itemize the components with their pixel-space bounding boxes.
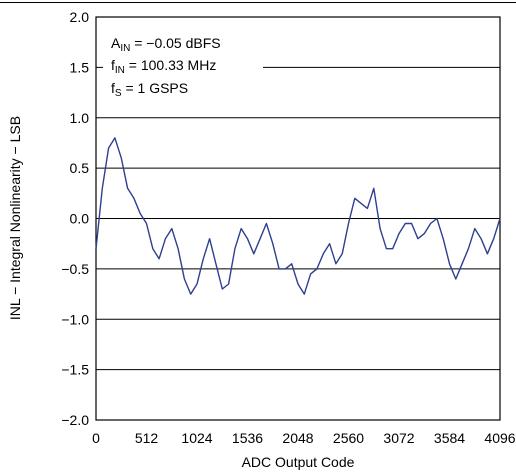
x-tick-label: 1536 — [232, 430, 263, 446]
series-group — [95, 137, 501, 295]
annotation-box — [103, 28, 263, 100]
x-tick-label: 3072 — [383, 430, 414, 446]
x-tick-label: 0 — [92, 430, 100, 446]
annotation-fin: fIN = 100.33 MHz — [111, 57, 216, 76]
x-tick-label: 3584 — [434, 430, 465, 446]
gridlines — [96, 66, 500, 371]
y-tick-label: −2.0 — [61, 412, 89, 428]
y-tick-label: −0.5 — [61, 261, 89, 277]
x-tick-label: 512 — [135, 430, 159, 446]
top-rule — [0, 2, 516, 3]
y-tick-labels: 2.0 1.5 1.0 0.5 0.0 −0.5 −1.0 −1.5 −2.0 — [61, 9, 89, 428]
y-tick-label: 1.5 — [70, 59, 90, 75]
annotation-ain: AIN = −0.05 dBFS — [111, 35, 221, 54]
y-tick-label: 0.0 — [70, 211, 90, 227]
x-tick-label: 1024 — [181, 430, 212, 446]
annotation-fs: fS = 1 GSPS — [111, 80, 188, 99]
y-tick-label: 1.0 — [70, 110, 90, 126]
series-line-0 — [95, 137, 501, 295]
y-axis-title: INL − Integral Nonlinearity − LSB — [7, 116, 23, 320]
x-axis-title: ADC Output Code — [242, 454, 355, 470]
y-tick-label: 2.0 — [70, 9, 90, 25]
x-tick-label: 2048 — [282, 430, 313, 446]
x-tick-label: 2560 — [333, 430, 364, 446]
x-tick-labels: 0 512 1024 1536 2048 2560 3072 3584 4096 — [92, 430, 516, 446]
y-tick-label: −1.5 — [61, 362, 89, 378]
y-tick-label: 0.5 — [70, 160, 90, 176]
x-tick-label: 4096 — [484, 430, 515, 446]
y-tick-label: −1.0 — [61, 311, 89, 327]
